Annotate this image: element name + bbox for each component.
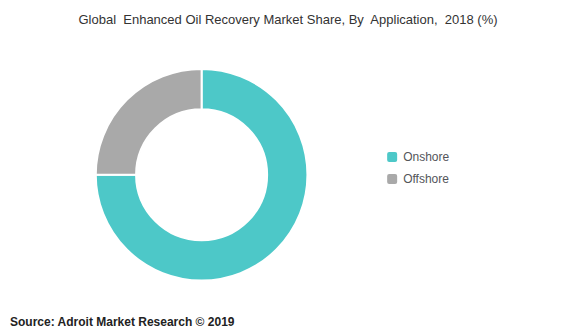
svg-text:Source: Adroit Market Research: Source: Adroit Market Research © 2019 <box>10 315 235 329</box>
svg-text:Onshore: Onshore <box>403 150 449 164</box>
svg-text:Global Enhanced Oil Recovery: Global Enhanced Oil Recovery Market Shar… <box>78 12 497 27</box>
svg-text:Offshore: Offshore <box>403 172 449 186</box>
